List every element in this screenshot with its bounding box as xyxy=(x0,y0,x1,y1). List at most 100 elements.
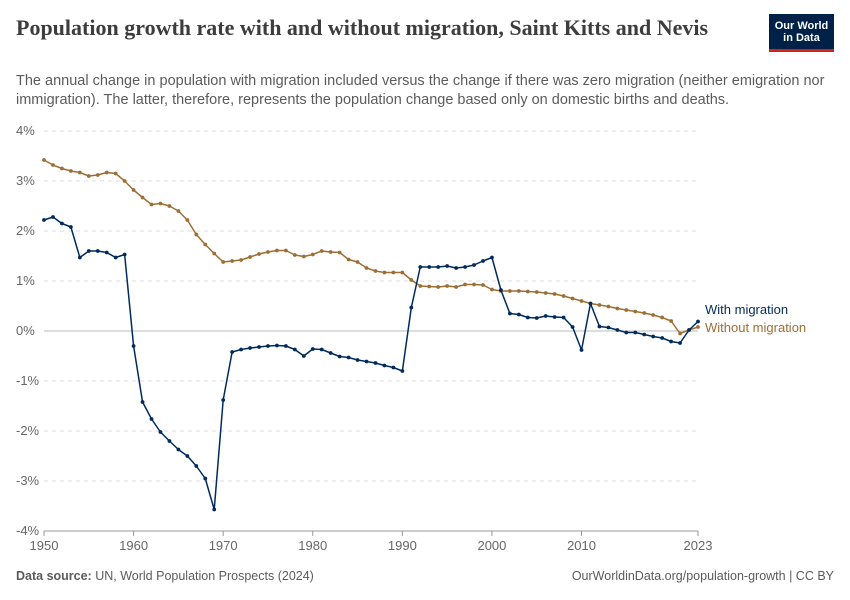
data-point[interactable] xyxy=(687,328,691,332)
data-point[interactable] xyxy=(588,301,593,306)
source-url-link[interactable]: OurWorldinData.org/population-growth | C… xyxy=(571,569,834,583)
data-point[interactable] xyxy=(77,255,82,260)
data-point[interactable] xyxy=(579,348,584,352)
data-point[interactable] xyxy=(525,315,530,320)
data-point[interactable] xyxy=(436,265,441,269)
data-point[interactable] xyxy=(77,170,82,175)
data-point[interactable] xyxy=(597,303,602,307)
data-point[interactable] xyxy=(319,249,324,253)
data-point[interactable] xyxy=(355,260,360,264)
data-point[interactable] xyxy=(507,289,512,293)
data-point[interactable] xyxy=(364,266,369,270)
data-point[interactable] xyxy=(104,250,109,255)
data-point[interactable] xyxy=(310,252,315,257)
data-point[interactable] xyxy=(409,278,414,282)
data-point[interactable] xyxy=(140,195,145,200)
data-point[interactable] xyxy=(400,270,405,275)
data-point[interactable] xyxy=(615,328,620,332)
data-point[interactable] xyxy=(373,361,378,365)
data-point[interactable] xyxy=(570,325,575,329)
data-point[interactable] xyxy=(651,334,656,339)
data-point[interactable] xyxy=(696,319,700,324)
data-point[interactable] xyxy=(579,299,584,303)
data-point[interactable] xyxy=(418,284,423,288)
data-point[interactable] xyxy=(292,347,297,352)
data-point[interactable] xyxy=(122,252,127,257)
data-point[interactable] xyxy=(203,476,208,481)
data-point[interactable] xyxy=(122,179,127,183)
data-point[interactable] xyxy=(615,306,620,311)
data-point[interactable] xyxy=(516,312,521,317)
data-point[interactable] xyxy=(481,259,485,263)
data-point[interactable] xyxy=(185,218,190,222)
data-point[interactable] xyxy=(490,287,494,292)
series-label-with-migration[interactable]: With migration xyxy=(705,302,788,317)
data-point[interactable] xyxy=(149,202,154,207)
data-point[interactable] xyxy=(624,330,629,335)
data-point[interactable] xyxy=(95,173,100,177)
data-point[interactable] xyxy=(552,315,557,319)
data-point[interactable] xyxy=(319,347,324,352)
data-point[interactable] xyxy=(283,344,288,348)
data-point[interactable] xyxy=(597,324,602,329)
data-point[interactable] xyxy=(266,344,270,348)
data-point[interactable] xyxy=(221,398,226,402)
data-point[interactable] xyxy=(248,346,252,350)
data-point[interactable] xyxy=(481,283,485,287)
data-point[interactable] xyxy=(42,218,46,222)
data-point[interactable] xyxy=(346,257,351,262)
data-point[interactable] xyxy=(257,345,261,349)
data-point[interactable] xyxy=(60,221,64,226)
series-label-without-migration[interactable]: Without migration xyxy=(705,320,806,335)
data-point[interactable] xyxy=(86,249,91,253)
data-point[interactable] xyxy=(337,250,342,255)
data-point[interactable] xyxy=(409,305,414,310)
data-point[interactable] xyxy=(158,201,163,206)
data-point[interactable] xyxy=(570,296,575,301)
data-point[interactable] xyxy=(301,354,306,358)
data-point[interactable] xyxy=(445,264,450,268)
data-point[interactable] xyxy=(382,270,387,275)
data-point[interactable] xyxy=(525,289,530,294)
data-point[interactable] xyxy=(373,269,378,273)
data-point[interactable] xyxy=(95,249,100,253)
data-point[interactable] xyxy=(543,314,548,318)
data-point[interactable] xyxy=(212,507,217,512)
data-point[interactable] xyxy=(642,311,647,315)
data-point[interactable] xyxy=(68,225,73,229)
data-point[interactable] xyxy=(140,400,145,404)
data-point[interactable] xyxy=(337,354,342,359)
data-point[interactable] xyxy=(51,215,55,219)
data-point[interactable] xyxy=(42,158,46,162)
data-point[interactable] xyxy=(642,332,647,337)
data-point[interactable] xyxy=(221,260,226,264)
data-point[interactable] xyxy=(400,369,405,373)
data-point[interactable] xyxy=(561,315,566,320)
data-point[interactable] xyxy=(633,309,638,314)
data-point[interactable] xyxy=(391,365,396,370)
data-point[interactable] xyxy=(472,263,476,267)
data-point[interactable] xyxy=(669,339,674,344)
data-point[interactable] xyxy=(212,251,217,256)
data-point[interactable] xyxy=(660,336,665,340)
data-point[interactable] xyxy=(543,291,548,295)
data-point[interactable] xyxy=(427,284,432,289)
data-point[interactable] xyxy=(194,464,199,468)
data-point[interactable] xyxy=(248,255,252,259)
data-point[interactable] xyxy=(606,304,611,309)
data-point[interactable] xyxy=(131,188,136,192)
data-point[interactable] xyxy=(113,171,118,176)
data-point[interactable] xyxy=(651,313,656,317)
data-point[interactable] xyxy=(391,270,396,275)
data-point[interactable] xyxy=(696,325,700,329)
data-point[interactable] xyxy=(346,355,351,360)
data-point[interactable] xyxy=(624,308,629,312)
data-point[interactable] xyxy=(355,358,360,362)
data-point[interactable] xyxy=(104,170,109,175)
data-point[interactable] xyxy=(149,417,154,421)
data-point[interactable] xyxy=(382,363,387,368)
data-point[interactable] xyxy=(239,258,243,262)
data-point[interactable] xyxy=(463,282,467,287)
data-point[interactable] xyxy=(185,454,190,458)
data-point[interactable] xyxy=(454,285,459,289)
